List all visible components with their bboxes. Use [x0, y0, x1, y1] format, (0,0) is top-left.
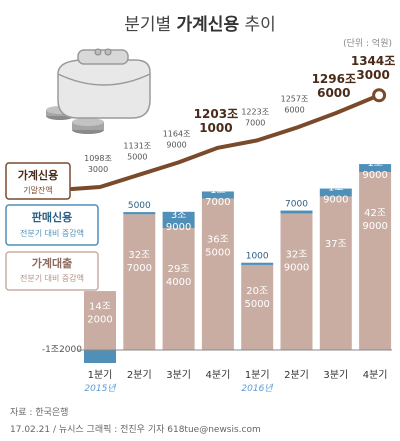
loan-data-label: 5000	[205, 247, 230, 258]
loan-bar	[201, 198, 234, 350]
loan-data-label: 37조	[325, 239, 347, 250]
sales-bar	[280, 210, 313, 214]
loan-bar	[241, 264, 274, 350]
loan-data-label: 32조	[286, 249, 308, 260]
sales-bar	[84, 350, 116, 363]
sales-data-label: 7000	[285, 200, 308, 210]
sales-data-label: 3조	[171, 210, 187, 221]
loan-data-label: 32조	[128, 250, 150, 261]
credit-data-label: 3000	[356, 68, 389, 82]
credit-data-label: 1000	[199, 121, 232, 135]
credit-data-label: 1164조	[163, 129, 191, 138]
loan-data-label: 20조	[246, 286, 268, 297]
loan-data-label: 29조	[168, 264, 190, 275]
category-label: 4분기	[363, 369, 388, 381]
chart-title: 분기별 가계신용 추이	[124, 15, 276, 35]
category-label: 3분기	[166, 369, 191, 381]
sales-bar	[123, 212, 156, 215]
sales-data-label: 1조	[367, 158, 383, 169]
sales-data-label: 1000	[246, 252, 269, 262]
legend-credit-name: 가계신용	[18, 168, 58, 182]
credit-data-label: 7000	[245, 118, 265, 127]
sales-bar	[201, 191, 234, 199]
category-label: 3분기	[323, 369, 348, 381]
credit-data-label: 9000	[166, 140, 186, 149]
legend-credit: 가계신용 기말잔액	[5, 162, 71, 200]
legend-loan-name: 가계대출	[32, 256, 72, 270]
loan-data-label: 9000	[284, 262, 309, 273]
category-label: 1분기	[88, 369, 113, 381]
legend-loan: 가계대출 전분기 대비 증감액	[5, 251, 99, 291]
source-text: 자료 : 한국은행	[10, 406, 68, 418]
legend-sales-sub: 전분기 대비 증감액	[20, 228, 84, 238]
sales-bar	[319, 188, 352, 197]
category-label: 2분기	[284, 369, 309, 381]
legend-sales-name: 판매신용	[32, 210, 72, 224]
year-label-2015: 2015년	[84, 383, 116, 394]
category-label: 4분기	[206, 369, 231, 381]
sales-bar	[162, 211, 195, 228]
loan-data-label: 42조	[364, 208, 386, 219]
credit-data-label: 1223조	[241, 107, 269, 116]
credit-data-label: 1344조	[351, 54, 395, 68]
credit-data-label: 1131조	[123, 142, 151, 151]
unit-label: (단위 : 억원)	[343, 37, 392, 49]
credit-data-label: 5000	[127, 153, 147, 162]
sales-bar	[241, 262, 274, 265]
sales-data-label: 9000	[166, 222, 191, 233]
loan-data-label: 9000	[362, 221, 387, 232]
credit-data-label: 1098조	[84, 154, 112, 163]
loan-data-label: 14조	[89, 301, 111, 312]
loan-bar	[123, 214, 156, 350]
sales-data-label: 9000	[362, 170, 387, 181]
credit-data-label: 1203조	[194, 107, 238, 121]
credit-line	[70, 93, 382, 191]
sales-bar	[359, 164, 392, 172]
category-label: 1분기	[245, 369, 270, 381]
credit-data-label: 1296조	[312, 72, 356, 86]
loan-data-label: 2000	[87, 314, 112, 325]
wallet-icon	[46, 48, 151, 134]
sales-data-label: 5000	[128, 201, 151, 211]
sales-data-label: -1조2000	[42, 345, 82, 355]
loan-bar	[319, 196, 352, 350]
legend-sales: 판매신용 전분기 대비 증감액	[5, 204, 99, 246]
loan-bar	[280, 213, 313, 350]
year-label-2016: 2016년	[241, 383, 273, 394]
credit-text: 17.02.21 / 뉴시스 그래픽 : 전진우 기자 618tue@newsi…	[10, 424, 261, 435]
sales-data-label: 1조	[210, 185, 226, 196]
credit-data-label: 6000	[317, 86, 350, 100]
loan-data-label: 4000	[166, 277, 191, 288]
sales-data-label: 9000	[323, 195, 348, 206]
loan-bar	[162, 227, 195, 350]
credit-data-label: 1257조	[281, 95, 309, 104]
credit-data-label: 3000	[88, 165, 108, 174]
loan-bar	[84, 291, 116, 350]
sales-data-label: 1조	[328, 183, 344, 194]
loan-data-label: 7000	[127, 263, 152, 274]
loan-data-label: 5000	[244, 299, 269, 310]
loan-bar	[359, 171, 392, 350]
loan-data-label: 36조	[207, 234, 229, 245]
sales-data-label: 7000	[205, 197, 230, 208]
legend-credit-sub: 기말잔액	[23, 185, 52, 195]
legend-loan-sub: 전분기 대비 증감액	[20, 273, 84, 283]
category-label: 2분기	[127, 369, 152, 381]
credit-data-label: 6000	[284, 106, 304, 115]
credit-line-end-marker	[372, 88, 387, 103]
